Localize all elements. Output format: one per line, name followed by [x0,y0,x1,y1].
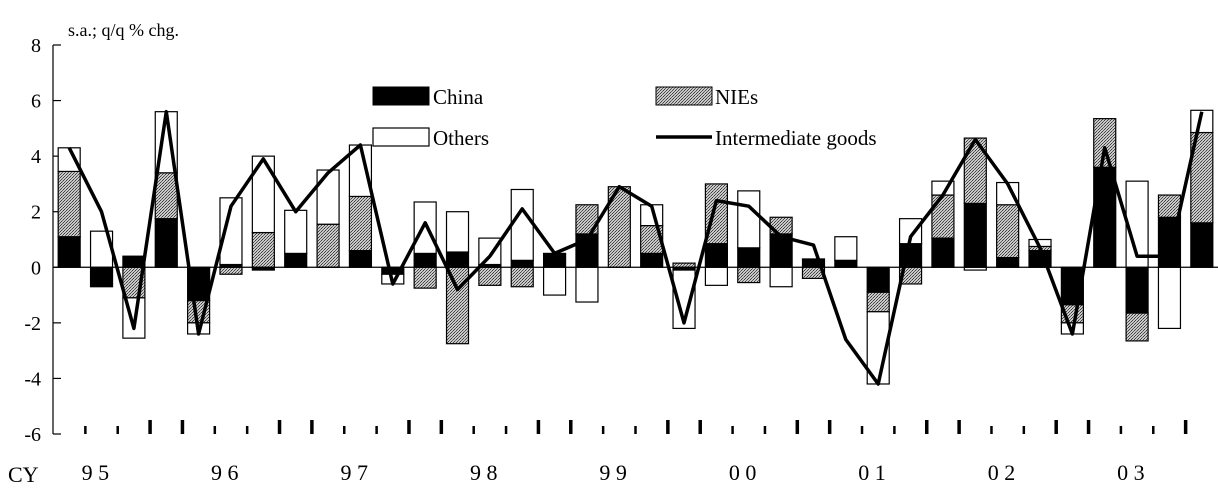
bar-china [640,252,664,268]
bar-china [996,256,1020,268]
bar-china [737,247,761,268]
bar-nies [866,291,890,313]
x-year-label: 0 0 [729,460,757,485]
bar-china [542,252,567,268]
legend: China NIEs Others Intermediate goods [372,85,877,150]
bar-china [1125,266,1149,314]
bar-nies [996,204,1020,259]
legend-swatch-china [372,86,430,106]
bar-nies [931,194,955,239]
bar-others [316,169,340,225]
legend-label-others: Others [433,126,489,150]
bar-others [672,269,696,330]
bar-nies [737,266,761,284]
bar-nies [1125,312,1149,342]
x-year-label: 9 5 [82,460,110,485]
bar-china [866,266,890,293]
legend-item-others: Others [372,126,489,150]
bar-others [445,211,470,253]
bar-others [704,266,729,286]
line-intermediate-goods [67,109,1204,386]
bar-others [510,188,534,261]
bar-nies [478,266,502,286]
y-tick-label: 4 [31,146,41,168]
bar-others [284,209,308,254]
legend-label-intermediate-goods: Intermediate goods [715,126,877,150]
legend-label-nies: NIEs [715,85,758,109]
bar-china [413,252,437,268]
x-axis-ticks [84,420,1188,434]
bar-china [704,243,729,268]
bar-china [154,218,178,268]
bar-china [89,266,114,288]
bar-others [737,190,761,249]
unit-label: s.a.; q/q % chg. [68,20,179,40]
x-year-label: 9 6 [211,460,239,485]
x-year-label: 9 8 [470,460,498,485]
x-year-label: 0 2 [988,460,1016,485]
x-axis-prefix: CY [8,462,39,487]
bar-china [445,251,470,268]
bar-others [542,266,567,296]
x-year-label: 9 9 [599,460,627,485]
x-year-label: 9 7 [341,460,369,485]
y-tick-label: -2 [24,313,41,335]
bar-nies [348,195,373,252]
bar-china [834,259,858,268]
bar-china [931,237,955,268]
legend-item-intermediate-goods: Intermediate goods [656,126,877,150]
bar-china [1190,222,1214,268]
x-year-label: 0 1 [858,460,886,485]
legend-swatch-nies [655,86,713,106]
bar-others [57,147,81,173]
bar-china [510,259,534,268]
y-tick-label: 2 [31,202,41,224]
bar-others [251,155,275,234]
bar-nies [219,266,243,275]
legend-item-china: China [372,85,484,109]
x-axis-year-labels: 9 5 9 6 9 7 9 8 9 9 0 0 0 1 0 2 0 3 [82,460,1145,485]
bar-nies [413,266,437,289]
bar-others [478,237,502,266]
bar-others [1190,109,1214,134]
legend-item-nies: NIEs [655,85,758,109]
bar-nies [251,231,275,268]
bar-china [348,250,373,268]
y-tick-label: 6 [31,91,41,113]
bar-nies [316,223,340,268]
bar-others [769,266,793,288]
y-tick-label: 8 [31,35,41,57]
bar-nies [1093,118,1117,168]
legend-label-china: China [433,85,484,109]
y-tick-label: -4 [24,368,41,390]
bar-others [219,197,243,266]
bar-others [1157,266,1182,330]
bar-others [575,266,599,303]
bar-nies [704,183,729,245]
intermediate-goods-line [67,109,1204,386]
x-year-label: 0 3 [1117,460,1145,485]
y-axis: -6 -4 -2 0 2 4 6 8 [24,35,61,446]
bar-nies [672,262,696,268]
bar-china [57,236,81,268]
y-tick-label: 0 [31,257,41,279]
y-tick-label: -6 [24,424,41,446]
bar-nies [510,266,534,288]
bar-nies [57,170,81,238]
legend-swatch-others [372,127,430,147]
bar-others [834,236,858,261]
bar-others [413,201,437,254]
bar-nies [445,266,470,345]
bar-china [284,252,308,268]
bar-nies [154,172,178,220]
bar-china [963,202,987,268]
